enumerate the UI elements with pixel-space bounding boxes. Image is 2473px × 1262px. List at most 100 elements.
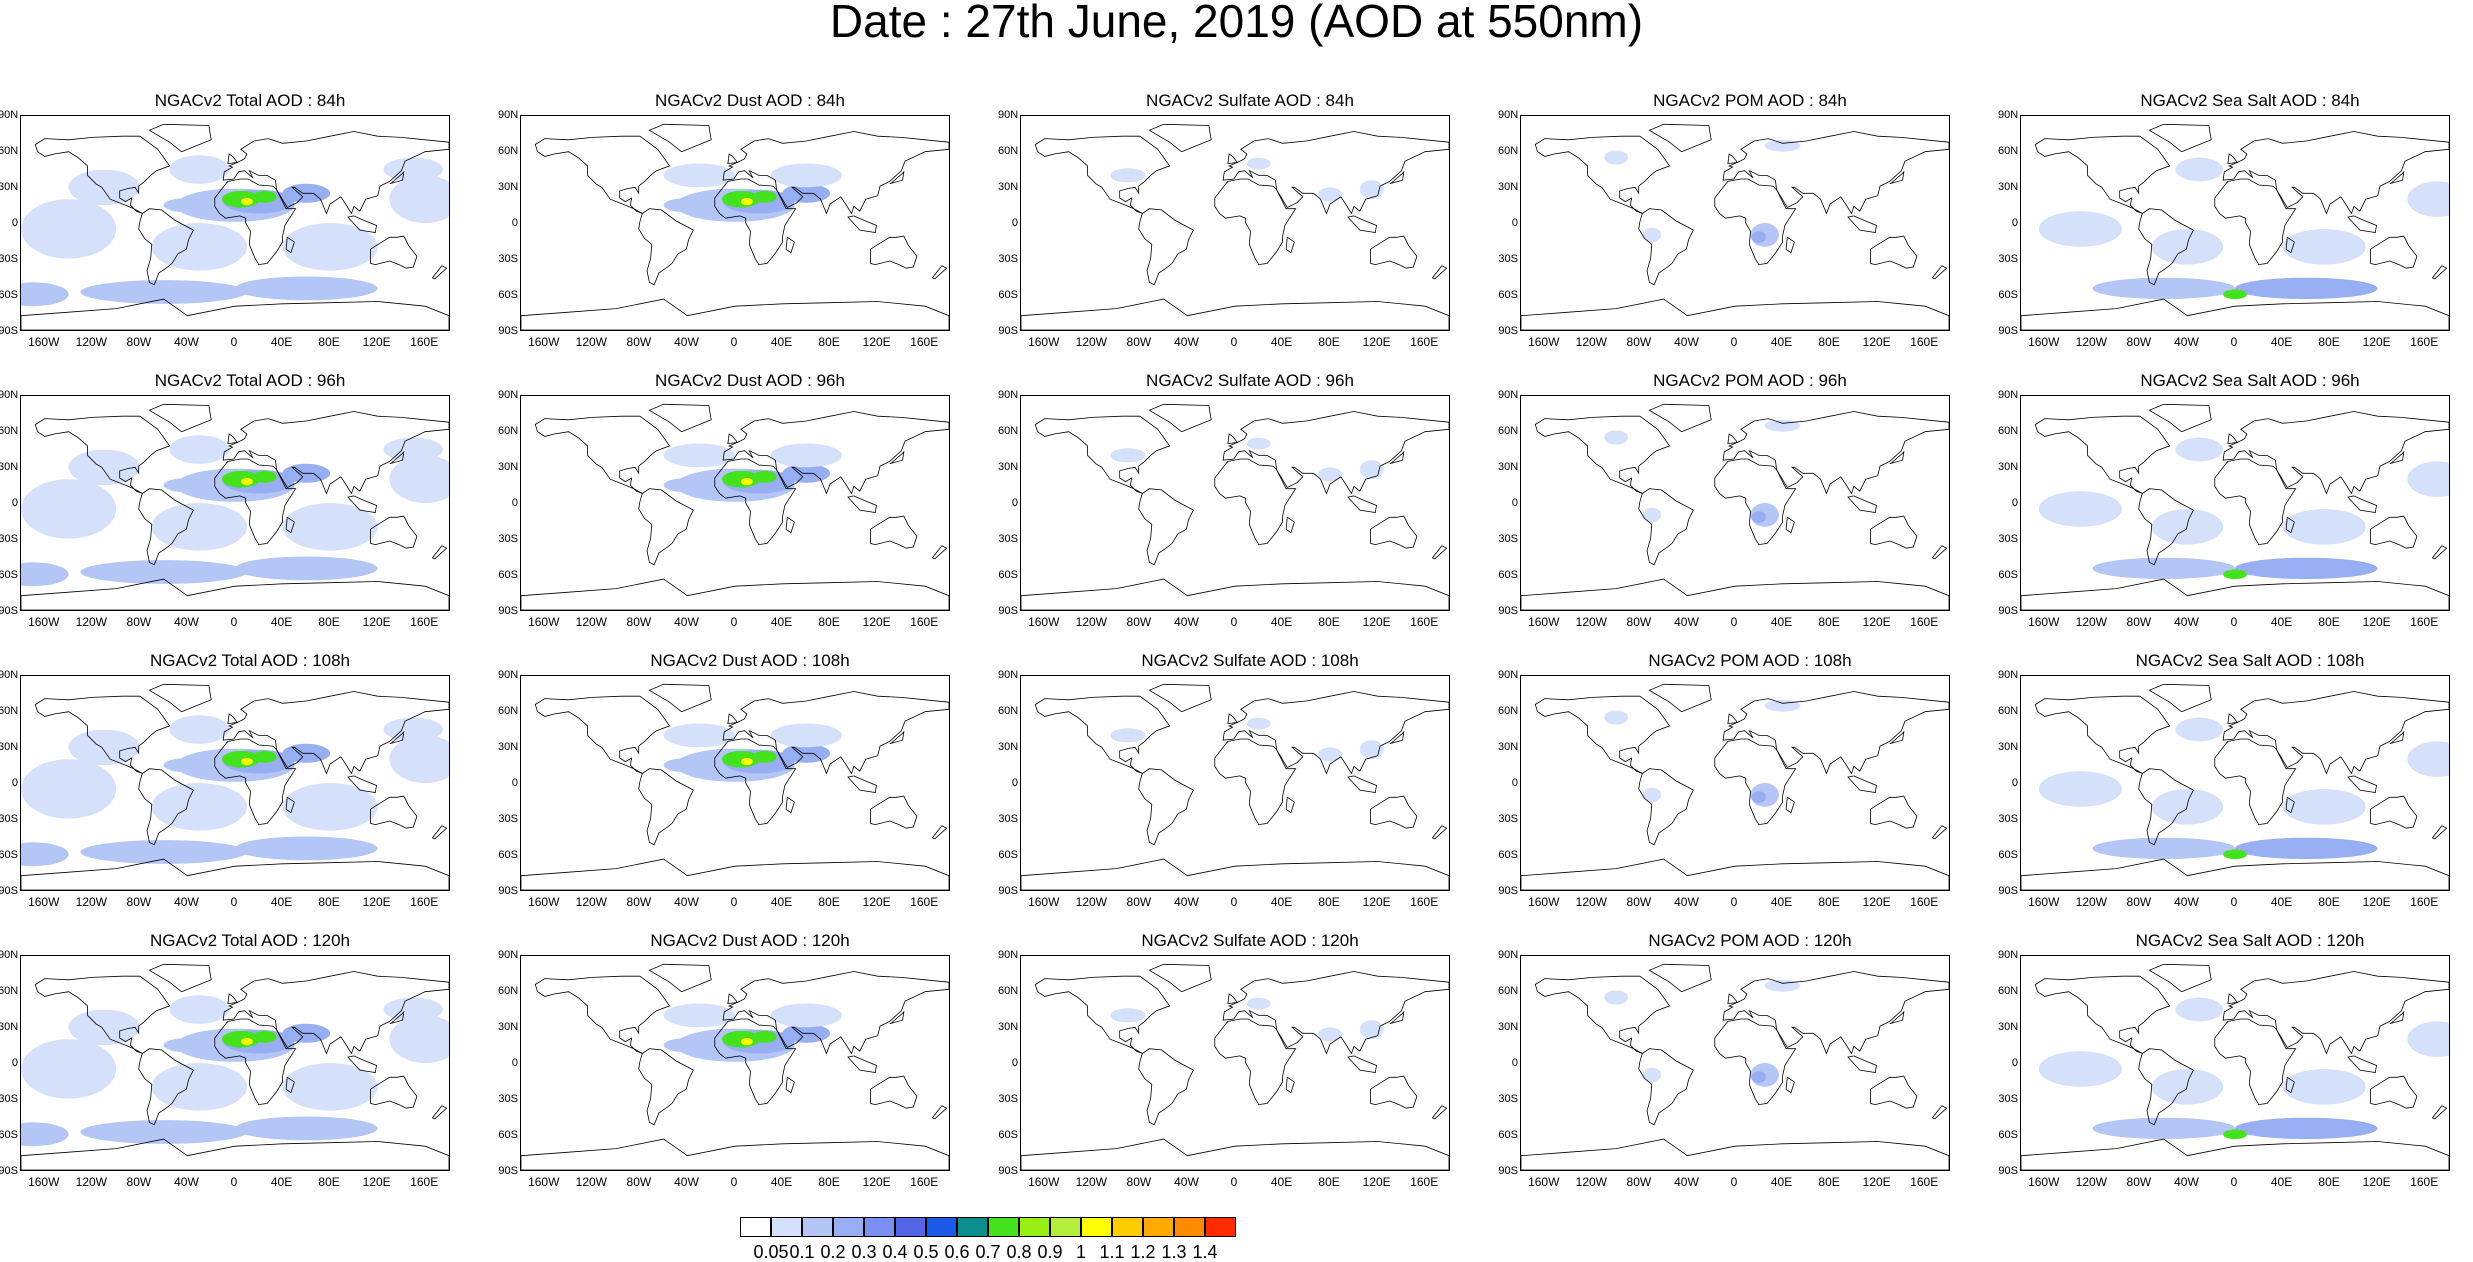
- world-map: [21, 403, 449, 610]
- lat-tick-label: 0: [11, 497, 18, 509]
- coastline: [1521, 578, 1949, 610]
- lat-tick-label: 60S: [998, 569, 1018, 581]
- coastline: [370, 235, 418, 269]
- coastline: [1648, 403, 1712, 433]
- coastline: [138, 208, 194, 286]
- colorbar-label: 0.9: [1037, 1242, 1063, 1262]
- lon-tick-label: 120W: [75, 615, 107, 629]
- colorbar-swatch: [988, 1217, 1019, 1237]
- coastline: [1785, 796, 1795, 814]
- coastline: [347, 1055, 377, 1073]
- coastline: [534, 135, 671, 214]
- lat-tick-label: 30N: [0, 461, 19, 473]
- lon-tick-label: 160W: [28, 895, 60, 909]
- aod-field-patch: [1318, 747, 1342, 762]
- map-panel: NGACv2 POM AOD : 84h 90N 60N 30N 0 30S 60S 90S 1…: [1498, 90, 2000, 348]
- lon-tick-label: 40W: [674, 615, 699, 629]
- lon-tick-label: 80W: [1126, 895, 1152, 909]
- aod-field-patch: [80, 1120, 247, 1144]
- lat-tick-label: 30N: [998, 1021, 1019, 1033]
- lat-tick-label: 90S: [0, 605, 18, 617]
- lon-tick-label: 120W: [2075, 615, 2107, 629]
- map-frame: [2020, 955, 2450, 1171]
- coastline: [21, 858, 449, 890]
- coastline: [1285, 796, 1295, 814]
- coastline: [1431, 545, 1448, 560]
- coastline: [2214, 1018, 2297, 1106]
- lat-tick-label: 60S: [0, 1129, 18, 1141]
- lon-tick-label: 0: [2230, 615, 2238, 629]
- lon-tick-label: 40E: [1270, 895, 1293, 909]
- coastline: [847, 775, 877, 793]
- lon-tick-label: 80W: [1126, 335, 1152, 349]
- colorbar-label: 1.1: [1099, 1242, 1125, 1262]
- coastline: [1389, 170, 1405, 185]
- map-frame: [1020, 675, 1450, 891]
- coastline: [2347, 215, 2377, 233]
- lon-tick-label: 160W: [28, 1175, 60, 1189]
- aod-field-patch: [2175, 157, 2224, 182]
- lon-tick-label: 160W: [1528, 1175, 1560, 1189]
- coastline: [1722, 691, 1949, 775]
- lat-tick-label: 30N: [998, 741, 1019, 753]
- aod-field-patch: [663, 1003, 735, 1028]
- lon-tick-label: 80W: [1626, 335, 1652, 349]
- map-frame: [1520, 675, 1950, 891]
- aod-field-patch: [1110, 1008, 1146, 1023]
- lat-tick-label: 90N: [998, 949, 1019, 961]
- lon-tick-label: 80E: [2318, 615, 2340, 629]
- coastline: [389, 1010, 405, 1025]
- coastline: [1847, 215, 1877, 233]
- lat-tick-label: 60S: [1498, 289, 1518, 301]
- aod-field-patch: [68, 169, 140, 206]
- coastline: [227, 993, 239, 1005]
- coastline: [1931, 265, 1948, 280]
- coastline: [1534, 135, 1671, 214]
- lon-tick-label: 120E: [1362, 615, 1391, 629]
- lon-tick-label: 160E: [410, 895, 439, 909]
- lon-tick-label: 40W: [1174, 895, 1199, 909]
- lon-tick-label: 120E: [2362, 335, 2391, 349]
- coastline: [785, 516, 795, 534]
- lat-tick-label: 60N: [998, 145, 1019, 157]
- coastline: [138, 488, 194, 566]
- aod-field-patch: [752, 190, 777, 203]
- lat-tick-label: 60N: [0, 985, 19, 997]
- lon-tick-label: 80W: [1126, 615, 1152, 629]
- coastline: [648, 963, 712, 993]
- coastline: [1285, 236, 1295, 254]
- coastline: [2227, 713, 2239, 725]
- coastline: [638, 1048, 694, 1126]
- aod-field-patch: [2175, 717, 2224, 742]
- coastline: [1370, 235, 1418, 269]
- lat-tick-label: 0: [1011, 217, 1018, 229]
- lat-tick-label: 90N: [498, 109, 519, 121]
- lon-tick-label: 160W: [28, 335, 60, 349]
- lon-tick-label: 40E: [1270, 615, 1293, 629]
- world-map: [2021, 123, 2449, 330]
- coastline: [370, 795, 418, 829]
- aod-field-patch: [1751, 231, 1766, 244]
- coastline: [2034, 415, 2171, 494]
- lon-tick-label: 120W: [1075, 895, 1107, 909]
- aod-field-patch: [151, 783, 247, 831]
- lon-tick-label: 40E: [770, 615, 793, 629]
- coastline: [1931, 1105, 1948, 1120]
- aod-field-patch: [663, 198, 712, 213]
- lon-tick-label: 160W: [1528, 615, 1560, 629]
- lon-tick-label: 80E: [318, 335, 340, 349]
- coastline: [370, 1075, 418, 1109]
- coastline: [1227, 713, 1239, 725]
- aod-field-patch: [2407, 1021, 2449, 1057]
- lon-tick-label: 40E: [2270, 1175, 2293, 1189]
- coastline: [534, 695, 671, 774]
- lon-tick-label: 120W: [575, 1175, 607, 1189]
- map-frame: [520, 675, 950, 891]
- coastline: [889, 730, 905, 745]
- coastline: [1722, 971, 1949, 1055]
- coastline: [521, 298, 949, 330]
- lat-tick-label: 30N: [498, 741, 519, 753]
- aod-field-patch: [1246, 157, 1271, 170]
- lat-tick-label: 60S: [1498, 1129, 1518, 1141]
- coastline: [2285, 236, 2295, 254]
